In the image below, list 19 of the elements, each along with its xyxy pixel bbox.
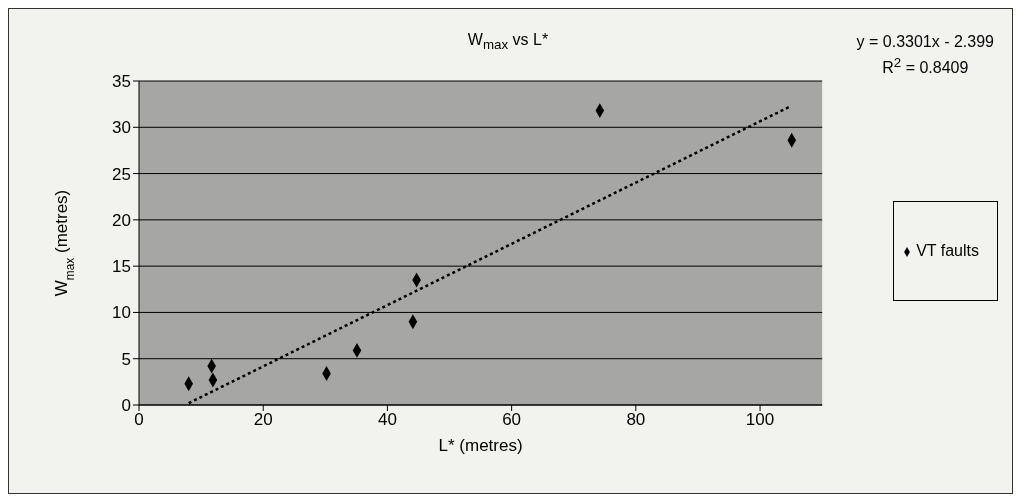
- y-tick-label: 0: [121, 396, 131, 416]
- chart-title: W$_{max}$ vs L*: [467, 31, 549, 53]
- x-tick-label: 40: [377, 410, 397, 430]
- x-tick-label: 60: [502, 410, 522, 430]
- x-tick-label: 80: [626, 410, 646, 430]
- y-tick-label: 5: [121, 349, 131, 369]
- y-tick-label: 35: [112, 72, 131, 92]
- legend-label: VT faults: [916, 242, 979, 259]
- y-tick-label: 30: [112, 118, 131, 138]
- y-tick-label: 20: [112, 210, 131, 230]
- y-tick-label: 15: [112, 257, 131, 277]
- y-tick-label: 10: [112, 303, 131, 323]
- y-tick-label: 25: [112, 164, 131, 184]
- x-tick-label: 100: [745, 410, 775, 430]
- x-axis-title: L* (metres): [438, 436, 523, 455]
- text: y = 0.3301x - 2.399: [856, 32, 994, 52]
- text: R$^{2}$ = 0.8409: [881, 54, 970, 79]
- x-tick-label: 0: [134, 410, 144, 430]
- x-tick-label: 20: [253, 410, 273, 430]
